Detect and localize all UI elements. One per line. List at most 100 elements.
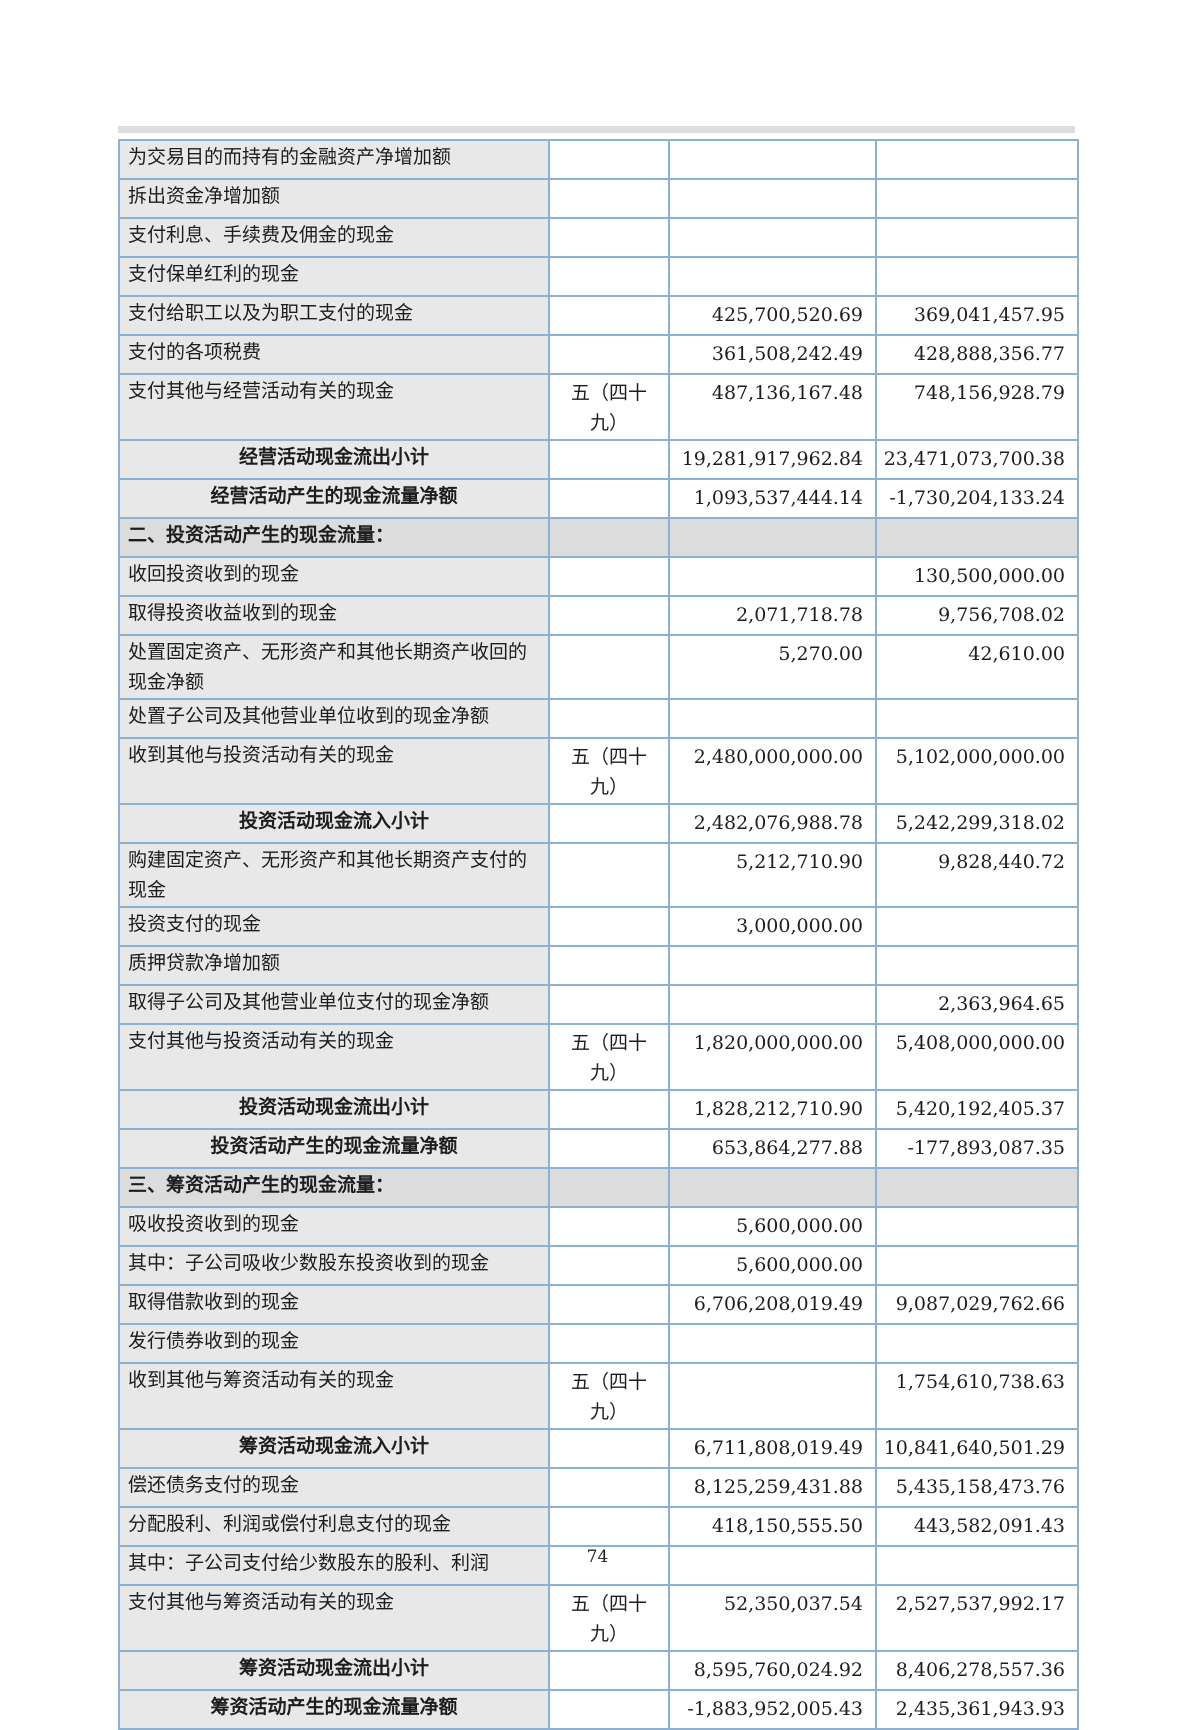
- note-ref-cell: 五（四十九）: [548, 737, 670, 805]
- amount-prior-cell: [875, 517, 1079, 558]
- note-ref-cell: [548, 1428, 670, 1469]
- amount-current-cell: 52,350,037.54: [668, 1584, 877, 1652]
- table-row: 筹资活动产生的现金流量净额 -1,883,952,005.43 2,435,361,…: [118, 1689, 1079, 1730]
- amount-current-cell: 5,212,710.90: [668, 842, 877, 908]
- note-ref-cell: [548, 906, 670, 947]
- row-label-cell: 分配股利、利润或偿付利息支付的现金: [118, 1506, 550, 1547]
- row-label-cell: 收到其他与筹资活动有关的现金: [118, 1362, 550, 1430]
- amount-prior-cell: -177,893,087.35: [875, 1128, 1079, 1169]
- table-row: 处置子公司及其他营业单位收到的现金净额: [118, 698, 1079, 739]
- table-row: 分配股利、利润或偿付利息支付的现金 418,150,555.50 443,582,0…: [118, 1506, 1079, 1547]
- amount-prior-cell: 2,363,964.65: [875, 984, 1079, 1025]
- amount-current-cell: [668, 1545, 877, 1586]
- amount-current-cell: 2,480,000,000.00: [668, 737, 877, 805]
- note-ref-cell: [548, 439, 670, 480]
- table-row: 取得子公司及其他营业单位支付的现金净额 2,363,964.65: [118, 984, 1079, 1025]
- row-label-cell: 收回投资收到的现金: [118, 556, 550, 597]
- note-ref-cell: [548, 945, 670, 986]
- table-row: 投资支付的现金 3,000,000.00: [118, 906, 1079, 947]
- row-label-cell: 发行债券收到的现金: [118, 1323, 550, 1364]
- row-label-cell: 支付的各项税费: [118, 334, 550, 375]
- table-row: 支付保单红利的现金: [118, 256, 1079, 297]
- amount-current-cell: [668, 984, 877, 1025]
- table-row: 处置固定资产、无形资产和其他长期资产收回的现金净额 5,270.00 42,610.…: [118, 634, 1079, 700]
- amount-current-cell: 8,595,760,024.92: [668, 1650, 877, 1691]
- note-ref-cell: [548, 1689, 670, 1730]
- amount-current-cell: 5,270.00: [668, 634, 877, 700]
- amount-prior-cell: [875, 217, 1079, 258]
- amount-prior-cell: [875, 256, 1079, 297]
- amount-current-cell: 418,150,555.50: [668, 1506, 877, 1547]
- row-label-cell: 支付其他与筹资活动有关的现金: [118, 1584, 550, 1652]
- amount-prior-cell: 1,754,610,738.63: [875, 1362, 1079, 1430]
- amount-current-cell: 2,482,076,988.78: [668, 803, 877, 844]
- row-label-cell: 支付保单红利的现金: [118, 256, 550, 297]
- table-row: 支付给职工以及为职工支付的现金 425,700,520.69 369,041,457…: [118, 295, 1079, 336]
- amount-current-cell: 5,600,000.00: [668, 1206, 877, 1247]
- amount-current-cell: 5,600,000.00: [668, 1245, 877, 1286]
- table-row: 为交易目的而持有的金融资产净增加额: [118, 139, 1079, 180]
- table-row: 其中：子公司支付给少数股东的股利、利润: [118, 1545, 1079, 1586]
- row-label-cell: 取得借款收到的现金: [118, 1284, 550, 1325]
- table-row: 支付的各项税费 361,508,242.49 428,888,356.77: [118, 334, 1079, 375]
- amount-prior-cell: 5,420,192,405.37: [875, 1089, 1079, 1130]
- row-label-cell: 偿还债务支付的现金: [118, 1467, 550, 1508]
- amount-current-cell: [668, 945, 877, 986]
- amount-prior-cell: 5,102,000,000.00: [875, 737, 1079, 805]
- note-ref-cell: [548, 1167, 670, 1208]
- table-row: 支付利息、手续费及佣金的现金: [118, 217, 1079, 258]
- row-label-cell: 取得投资收益收到的现金: [118, 595, 550, 636]
- row-label-cell: 为交易目的而持有的金融资产净增加额: [118, 139, 550, 180]
- table-row: 收到其他与筹资活动有关的现金 五（四十九） 1,754,610,738.63: [118, 1362, 1079, 1430]
- amount-current-cell: [668, 698, 877, 739]
- note-ref-cell: [548, 1650, 670, 1691]
- amount-prior-cell: 428,888,356.77: [875, 334, 1079, 375]
- amount-prior-cell: 5,242,299,318.02: [875, 803, 1079, 844]
- amount-prior-cell: 9,828,440.72: [875, 842, 1079, 908]
- row-label-cell: 购建固定资产、无形资产和其他长期资产支付的现金: [118, 842, 550, 908]
- amount-current-cell: [668, 556, 877, 597]
- note-ref-cell: 五（四十九）: [548, 1584, 670, 1652]
- table-row: 筹资活动现金流出小计 8,595,760,024.92 8,406,278,557.…: [118, 1650, 1079, 1691]
- amount-prior-cell: 42,610.00: [875, 634, 1079, 700]
- note-ref-cell: [548, 1245, 670, 1286]
- table-row: 支付其他与筹资活动有关的现金 五（四十九） 52,350,037.54 2,527,5…: [118, 1584, 1079, 1652]
- row-label-cell: 二、投资活动产生的现金流量：: [118, 517, 550, 558]
- row-label-cell: 吸收投资收到的现金: [118, 1206, 550, 1247]
- table-row: 收回投资收到的现金 130,500,000.00: [118, 556, 1079, 597]
- row-label-cell: 投资活动产生的现金流量净额: [118, 1128, 550, 1169]
- amount-current-cell: 8,125,259,431.88: [668, 1467, 877, 1508]
- table-row: 二、投资活动产生的现金流量：: [118, 517, 1079, 558]
- amount-current-cell: 2,071,718.78: [668, 595, 877, 636]
- note-ref-cell: [548, 334, 670, 375]
- note-ref-cell: [548, 842, 670, 908]
- note-ref-cell: [548, 295, 670, 336]
- amount-current-cell: 3,000,000.00: [668, 906, 877, 947]
- amount-prior-cell: 2,527,537,992.17: [875, 1584, 1079, 1652]
- amount-current-cell: [668, 256, 877, 297]
- amount-prior-cell: [875, 1167, 1079, 1208]
- row-label-cell: 支付其他与投资活动有关的现金: [118, 1023, 550, 1091]
- page-number: 74: [586, 1547, 609, 1567]
- note-ref-cell: [548, 595, 670, 636]
- note-ref-cell: [548, 698, 670, 739]
- table-row: 投资活动现金流出小计 1,828,212,710.90 5,420,192,405.…: [118, 1089, 1079, 1130]
- note-ref-cell: [548, 217, 670, 258]
- table-row: 吸收投资收到的现金 5,600,000.00: [118, 1206, 1079, 1247]
- amount-current-cell: [668, 139, 877, 180]
- note-ref-cell: [548, 803, 670, 844]
- amount-prior-cell: [875, 698, 1079, 739]
- amount-current-cell: 425,700,520.69: [668, 295, 877, 336]
- amount-prior-cell: 443,582,091.43: [875, 1506, 1079, 1547]
- amount-current-cell: 19,281,917,962.84: [668, 439, 877, 480]
- row-label-cell: 其中：子公司支付给少数股东的股利、利润: [118, 1545, 550, 1586]
- note-ref-cell: 五（四十九）: [548, 1362, 670, 1430]
- amount-prior-cell: [875, 1245, 1079, 1286]
- row-label-cell: 经营活动现金流出小计: [118, 439, 550, 480]
- note-ref-cell: [548, 139, 670, 180]
- note-ref-cell: [548, 178, 670, 219]
- amount-prior-cell: 10,841,640,501.29: [875, 1428, 1079, 1469]
- table-row: 购建固定资产、无形资产和其他长期资产支付的现金 5,212,710.90 9,828…: [118, 842, 1079, 908]
- cash-flow-statement-table: 为交易目的而持有的金融资产净增加额 拆出资金净增加额 支付利息、手续费及佣金的现金支…: [118, 139, 1079, 1730]
